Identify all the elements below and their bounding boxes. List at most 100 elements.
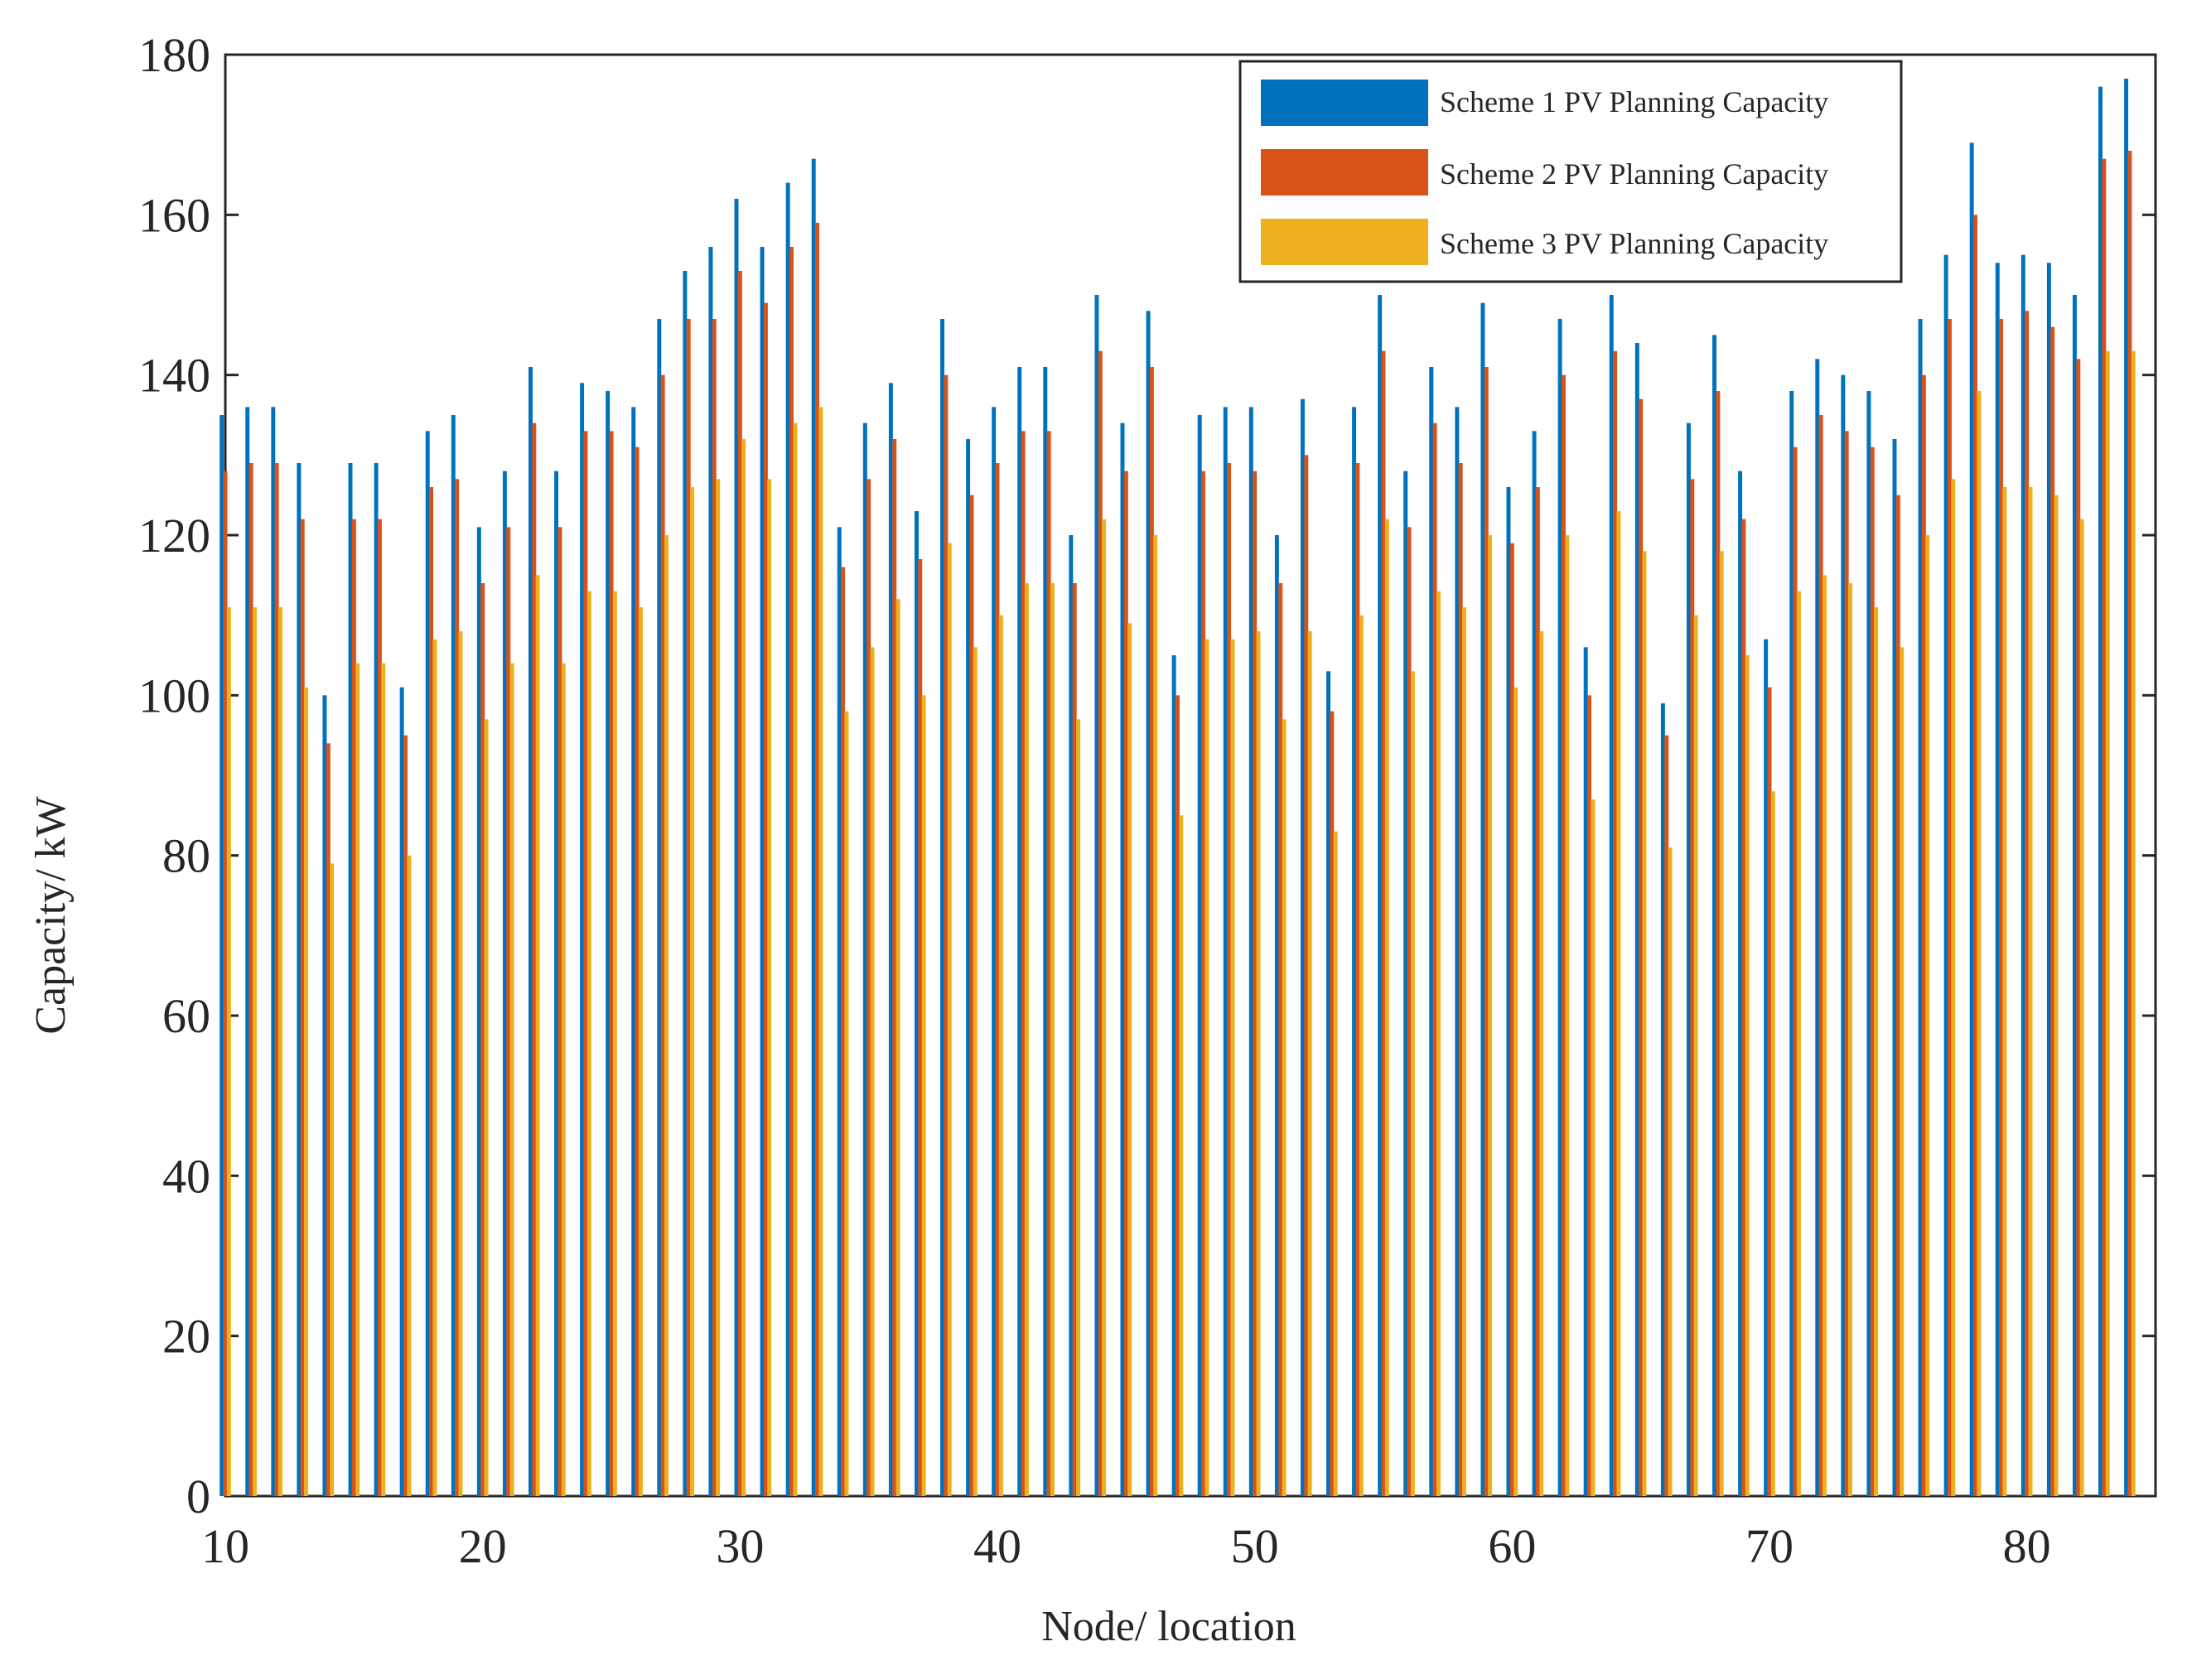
bar-scheme-3 — [1076, 719, 1081, 1496]
y-tick-label: 40 — [162, 1149, 210, 1203]
bar-scheme-2 — [2025, 311, 2030, 1497]
bar-scheme-3 — [1307, 631, 1312, 1496]
bar-scheme-2 — [1304, 455, 1309, 1496]
x-tick-label: 10 — [201, 1519, 249, 1573]
bar-scheme-2 — [1330, 711, 1335, 1496]
bar-scheme-3 — [973, 647, 978, 1496]
bar-scheme-2 — [944, 374, 949, 1496]
bar-scheme-3 — [2054, 495, 2059, 1497]
y-tick-label: 100 — [138, 669, 210, 722]
bar-scheme-2 — [403, 735, 408, 1496]
bar-scheme-1 — [1480, 302, 1485, 1496]
bar-scheme-2 — [249, 463, 253, 1496]
bar-scheme-1 — [1506, 487, 1511, 1496]
bar-scheme-1 — [374, 463, 379, 1496]
bar-scheme-3 — [947, 543, 952, 1497]
bar-scheme-3 — [2131, 350, 2136, 1496]
bar-scheme-1 — [1069, 535, 1074, 1496]
bar-scheme-2 — [892, 439, 897, 1496]
bar-scheme-3 — [1925, 535, 1930, 1496]
bar-scheme-1 — [1248, 407, 1253, 1497]
bar-scheme-2 — [1098, 350, 1103, 1496]
bar-scheme-1 — [1455, 407, 1460, 1497]
y-tick-label: 60 — [162, 989, 210, 1043]
bar-scheme-1 — [914, 511, 919, 1496]
bar-scheme-3 — [1179, 815, 1184, 1496]
bar-scheme-3 — [844, 711, 849, 1496]
bar-scheme-3 — [612, 591, 617, 1497]
bar-scheme-2 — [1227, 463, 1232, 1496]
bar-scheme-3 — [1616, 511, 1621, 1496]
bar-scheme-3 — [561, 663, 566, 1496]
bar-scheme-2 — [815, 223, 820, 1496]
y-tick-label: 140 — [138, 349, 210, 403]
bar-scheme-2 — [1484, 367, 1489, 1496]
bar-scheme-1 — [2072, 295, 2077, 1496]
bar-scheme-1 — [2124, 79, 2129, 1496]
bar-scheme-2 — [1870, 447, 1875, 1497]
bar-scheme-2 — [712, 319, 717, 1496]
x-tick-labels: 10 20 30 40 50 60 70 80 — [201, 1519, 2051, 1573]
bar-scheme-2 — [351, 519, 356, 1497]
bar-scheme-1 — [245, 407, 250, 1497]
bar-scheme-3 — [535, 575, 540, 1496]
bar-scheme-2 — [2050, 326, 2055, 1496]
bar-scheme-2 — [1278, 583, 1283, 1496]
bar-scheme-1 — [220, 415, 224, 1496]
bar-scheme-3 — [921, 695, 926, 1496]
y-tick-label: 20 — [162, 1310, 210, 1364]
bar-scheme-2 — [763, 302, 768, 1496]
bar-scheme-3 — [1900, 647, 1905, 1496]
bar-scheme-2 — [1432, 422, 1437, 1496]
y-tick-labels: 0 20 40 60 80 100 120 140 160 180 — [138, 28, 210, 1523]
legend-swatch-scheme-3 — [1261, 219, 1428, 265]
bar-scheme-3 — [2079, 519, 2084, 1497]
bar-scheme-2 — [1381, 350, 1386, 1496]
bar-scheme-2 — [1690, 479, 1695, 1496]
bar-scheme-2 — [995, 463, 1000, 1496]
bar-scheme-2 — [1535, 487, 1540, 1496]
legend-swatch-scheme-1 — [1261, 80, 1428, 126]
bar-scheme-2 — [1253, 471, 1258, 1497]
bar-scheme-3 — [741, 439, 746, 1496]
legend: Scheme 1 PV Planning Capacity Scheme 2 P… — [1238, 60, 1903, 283]
bar-scheme-2 — [1175, 695, 1180, 1496]
bar-scheme-2 — [274, 463, 279, 1496]
bar-scheme-2 — [223, 471, 228, 1497]
bar-scheme-3 — [1874, 607, 1879, 1496]
bar-scheme-2 — [1793, 447, 1798, 1497]
bar-scheme-2 — [558, 527, 562, 1496]
bar-scheme-1 — [1686, 422, 1691, 1496]
bar-scheme-1 — [888, 383, 893, 1497]
bar-scheme-1 — [940, 319, 944, 1496]
bar-scheme-1 — [1352, 407, 1357, 1497]
bar-scheme-2 — [480, 583, 485, 1496]
bar-scheme-2 — [2076, 359, 2081, 1497]
bar-scheme-2 — [969, 495, 974, 1497]
bar-scheme-2 — [429, 487, 434, 1496]
bar-scheme-1 — [1738, 471, 1743, 1497]
bar-scheme-2 — [1767, 687, 1772, 1496]
bar-scheme-3 — [278, 607, 282, 1496]
bar-scheme-2 — [1664, 735, 1669, 1496]
bar-scheme-2 — [660, 374, 665, 1496]
bar-scheme-3 — [1719, 551, 1724, 1496]
bar-scheme-3 — [767, 479, 772, 1496]
bar-scheme-1 — [1171, 655, 1176, 1496]
bar-scheme-3 — [458, 631, 463, 1496]
bar-scheme-1 — [1764, 639, 1769, 1497]
bar-scheme-2 — [1046, 431, 1051, 1496]
bar-scheme-2 — [1613, 350, 1618, 1496]
bar-scheme-2 — [841, 567, 846, 1497]
bar-scheme-2 — [2127, 151, 2132, 1496]
bar-scheme-1 — [1712, 335, 1716, 1497]
bar-scheme-3 — [1693, 615, 1698, 1497]
bar-scheme-3 — [870, 647, 875, 1496]
bar-scheme-1 — [1094, 295, 1099, 1496]
bar-scheme-1 — [399, 687, 404, 1496]
bar-scheme-1 — [631, 407, 636, 1497]
bar-scheme-3 — [1745, 655, 1750, 1496]
bar-scheme-2 — [2102, 158, 2107, 1496]
bar-scheme-3 — [1770, 791, 1775, 1496]
